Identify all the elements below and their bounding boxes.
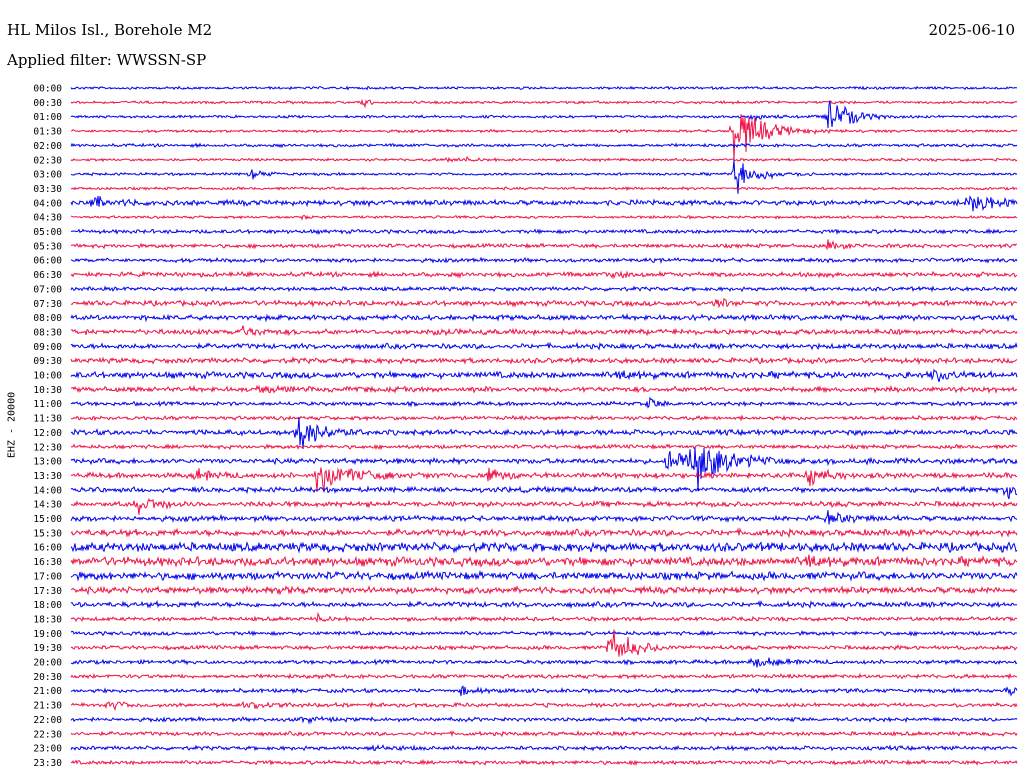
trace-0400 <box>71 196 1017 211</box>
row-label: 16:30 <box>33 557 62 568</box>
row-label: 14:00 <box>33 485 62 496</box>
trace-2330 <box>71 760 1017 764</box>
trace-0800 <box>71 315 1017 321</box>
trace-1730 <box>71 587 1017 594</box>
row-label: 05:30 <box>33 241 62 252</box>
trace-0430 <box>71 216 1017 220</box>
row-label: 17:30 <box>33 586 62 597</box>
trace-0230 <box>71 157 1017 162</box>
row-label: 11:00 <box>33 399 62 410</box>
trace-1630 <box>71 555 1017 567</box>
row-label: 03:00 <box>33 170 62 181</box>
trace-1830 <box>71 614 1017 622</box>
trace-0000 <box>71 87 1017 90</box>
row-label: 18:00 <box>33 600 62 611</box>
row-label: 07:30 <box>33 299 62 310</box>
row-label: 03:30 <box>33 184 62 195</box>
trace-1200 <box>71 417 1017 449</box>
trace-2130 <box>71 702 1017 709</box>
trace-0530 <box>71 239 1017 248</box>
row-label: 13:30 <box>33 471 62 482</box>
trace-2100 <box>71 686 1017 696</box>
trace-2300 <box>71 745 1017 750</box>
row-label: 13:00 <box>33 457 62 468</box>
row-label: 12:30 <box>33 442 62 453</box>
trace-1230 <box>71 445 1017 449</box>
trace-2030 <box>71 674 1017 678</box>
trace-0730 <box>71 299 1017 307</box>
row-label: 05:00 <box>33 227 62 238</box>
trace-0330 <box>71 187 1017 190</box>
row-label: 14:30 <box>33 500 62 511</box>
trace-1400 <box>71 487 1017 499</box>
row-labels: 00:00 00:30 01:00 01:30 02:00 02:30 03:00 03:30… <box>33 84 62 769</box>
row-label: 00:30 <box>33 98 62 109</box>
trace-1530 <box>71 529 1017 536</box>
row-label: 06:30 <box>33 270 62 281</box>
trace-1000 <box>71 370 1017 382</box>
row-label: 04:00 <box>33 198 62 209</box>
row-label: 21:00 <box>33 686 62 697</box>
row-label: 22:00 <box>33 715 62 726</box>
row-label: 02:30 <box>33 155 62 166</box>
row-label: 08:30 <box>33 327 62 338</box>
trace-0830 <box>71 326 1017 335</box>
trace-1500 <box>71 510 1017 524</box>
row-label: 21:30 <box>33 701 62 712</box>
trace-1430 <box>71 499 1017 515</box>
row-label: 22:30 <box>33 729 62 740</box>
row-label: 04:30 <box>33 213 62 224</box>
row-label: 20:30 <box>33 672 62 683</box>
row-label: 23:30 <box>33 758 62 769</box>
trace-0900 <box>71 343 1017 349</box>
trace-0600 <box>71 258 1017 262</box>
row-label: 09:30 <box>33 356 62 367</box>
trace-0630 <box>71 272 1017 278</box>
trace-1900 <box>71 631 1017 635</box>
row-label: 01:00 <box>33 112 62 123</box>
row-label: 12:00 <box>33 428 62 439</box>
row-label: 10:30 <box>33 385 62 396</box>
trace-0130 <box>71 114 1017 160</box>
trace-0700 <box>71 287 1017 291</box>
trace-1030 <box>71 386 1017 393</box>
trace-0030 <box>71 100 1017 106</box>
trace-2230 <box>71 732 1017 737</box>
trace-1100 <box>71 398 1017 408</box>
row-label: 18:30 <box>33 614 62 625</box>
trace-0200 <box>71 144 1017 147</box>
row-label: 01:30 <box>33 127 62 138</box>
trace-2000 <box>71 658 1017 668</box>
trace-0100 <box>71 101 1017 129</box>
row-label: 02:00 <box>33 141 62 152</box>
row-label: 16:00 <box>33 543 62 554</box>
trace-lines <box>71 87 1017 765</box>
trace-1130 <box>71 416 1017 420</box>
row-label: 00:00 <box>33 84 62 95</box>
row-label: 11:30 <box>33 414 62 425</box>
trace-1800 <box>71 602 1017 608</box>
row-label: 20:00 <box>33 658 62 669</box>
row-label: 19:00 <box>33 629 62 640</box>
row-label: 23:00 <box>33 744 62 755</box>
row-label: 15:30 <box>33 528 62 539</box>
row-label: 17:00 <box>33 571 62 582</box>
trace-1700 <box>71 572 1017 581</box>
row-label: 07:00 <box>33 284 62 295</box>
trace-1600 <box>71 542 1017 552</box>
trace-0500 <box>71 230 1017 234</box>
trace-1300 <box>71 447 1017 491</box>
row-label: 15:00 <box>33 514 62 525</box>
row-label: 06:00 <box>33 256 62 267</box>
row-label: 10:00 <box>33 371 62 382</box>
trace-2200 <box>71 717 1017 723</box>
row-label: 09:00 <box>33 342 62 353</box>
row-label: 19:30 <box>33 643 62 654</box>
row-label: 08:00 <box>33 313 62 324</box>
trace-0930 <box>71 358 1017 364</box>
